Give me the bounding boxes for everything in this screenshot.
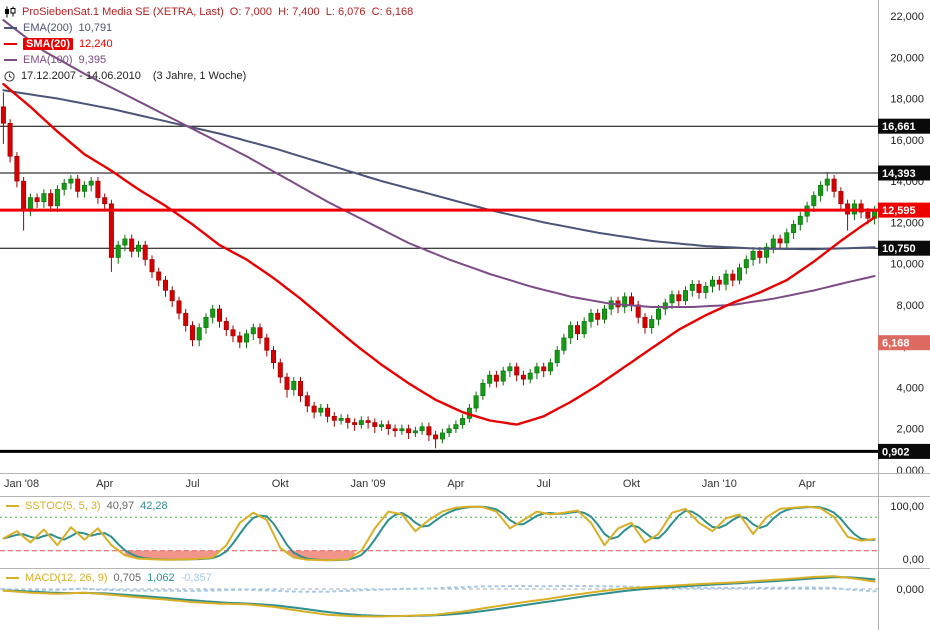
svg-text:18,000: 18,000 (890, 94, 924, 106)
ema200-value: 10,791 (78, 22, 113, 34)
macd-signal-value: 1,062 (147, 572, 175, 584)
sstoc-swatch (6, 505, 19, 507)
sstoc-indicator-canvas[interactable]: 100,00 0,00 (0, 496, 930, 568)
date-range-detail: (3 Jahre, 1 Woche) (152, 70, 247, 82)
svg-text:0,000: 0,000 (896, 465, 924, 474)
legend-ema200[interactable]: EMA(200) 10,791 (4, 20, 413, 36)
ema100-label: EMA(100) (23, 54, 73, 66)
legend-ema100[interactable]: EMA(100) 9,395 (4, 52, 413, 68)
date-range-text: 17.12.2007 - 14.06.2010 (21, 70, 141, 82)
svg-text:10,750: 10,750 (882, 243, 916, 255)
svg-text:10,000: 10,000 (890, 259, 924, 271)
price-chart-canvas[interactable]: 0,0002,0004,0006,0008,00010,00012,00014,… (0, 0, 930, 474)
macd-legend[interactable]: MACD(12, 26, 9) 0,705 1,062 -0,357 (6, 572, 212, 584)
time-axis-row: Jan '08 Apr Jul Okt Jan '09 Apr Jul Okt Jan '10 A… (0, 474, 930, 496)
svg-text:22,000: 22,000 (890, 11, 924, 23)
sstoc-k-value: 40,97 (106, 500, 135, 512)
instrument-title: ProSiebenSat.1 Media SE (XETRA, Last) (22, 6, 224, 18)
macd-label: MACD(12, 26, 9) (25, 572, 108, 584)
svg-text:6,168: 6,168 (882, 338, 910, 350)
time-axis-label: Okt (271, 478, 289, 490)
svg-text:0,000: 0,000 (896, 584, 924, 596)
svg-text:16,661: 16,661 (882, 121, 916, 133)
macd-indicator-canvas[interactable]: 0,000 (0, 568, 930, 630)
instrument-row[interactable]: ProSiebenSat.1 Media SE (XETRA, Last) O:… (4, 4, 413, 20)
candlestick-chart-icon (4, 6, 16, 18)
time-axis-label: Apr (798, 478, 816, 490)
macd-hist-value: -0,357 (180, 572, 212, 584)
sma20-label: SMA(20) (23, 38, 74, 50)
svg-text:0,00: 0,00 (903, 554, 924, 566)
sstoc-label: SSTOC(5, 5, 3) (25, 500, 101, 512)
clock-icon (4, 70, 15, 82)
sstoc-legend[interactable]: SSTOC(5, 5, 3) 40,97 42,28 (6, 500, 168, 512)
svg-text:8,000: 8,000 (896, 300, 924, 312)
svg-text:4,000: 4,000 (896, 383, 924, 395)
ema100-swatch (4, 59, 17, 61)
chart-legend: ProSiebenSat.1 Media SE (XETRA, Last) O:… (4, 4, 413, 84)
sma20-swatch (4, 43, 17, 45)
svg-text:2,000: 2,000 (896, 424, 924, 436)
sma20-value: 12,240 (79, 38, 113, 50)
svg-text:20,000: 20,000 (890, 52, 924, 64)
ohlc-values: O: 7,000 H: 7,400 L: 6,076 C: 6,168 (229, 6, 414, 18)
svg-text:14,393: 14,393 (882, 168, 916, 180)
svg-text:100,00: 100,00 (890, 501, 924, 513)
sstoc-d-value: 42,28 (140, 500, 168, 512)
ema200-swatch (4, 27, 17, 29)
time-axis-label: Jan '08 (4, 478, 40, 490)
time-axis-label: Jul (536, 478, 551, 490)
legend-sma20[interactable]: SMA(20) 12,240 (4, 36, 413, 52)
time-axis-label: Jul (185, 478, 200, 490)
svg-text:12,595: 12,595 (882, 205, 916, 217)
time-axis-label: Jan '10 (701, 478, 737, 490)
time-axis-label: Okt (622, 478, 641, 490)
ema200-label: EMA(200) (23, 22, 73, 34)
ema100-value: 9,395 (78, 54, 107, 66)
time-axis-label: Apr (96, 478, 114, 490)
svg-text:16,000: 16,000 (890, 135, 924, 147)
time-axis-label: Jan '09 (350, 478, 386, 490)
time-axis-label: Apr (447, 478, 465, 490)
svg-text:0,902: 0,902 (882, 446, 910, 458)
svg-text:12,000: 12,000 (890, 217, 924, 229)
date-range-row[interactable]: 17.12.2007 - 14.06.2010 (3 Jahre, 1 Woch… (4, 68, 413, 84)
macd-value: 0,705 (113, 572, 142, 584)
macd-swatch (6, 577, 19, 579)
axis-separator (878, 474, 879, 496)
